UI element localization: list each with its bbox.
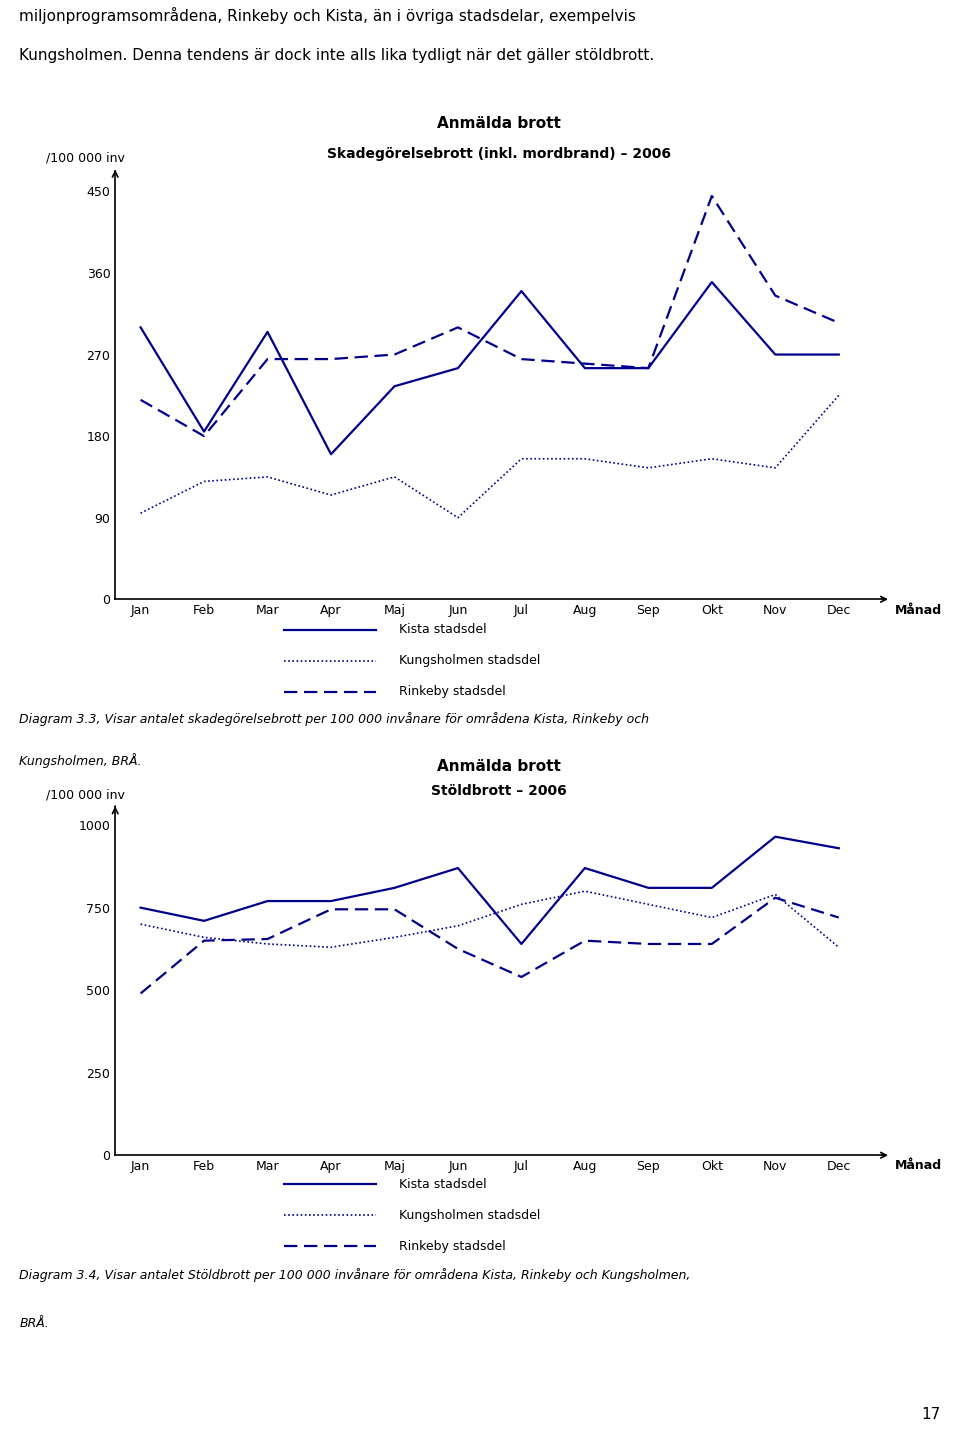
Text: Diagram 3.4, Visar antalet Stöldbrott per 100 000 invånare för områdena Kista, R: Diagram 3.4, Visar antalet Stöldbrott pe… <box>19 1268 690 1282</box>
Text: Anmälda brott: Anmälda brott <box>437 760 562 774</box>
Text: /100 000 inv: /100 000 inv <box>46 788 125 801</box>
Text: Kista stadsdel: Kista stadsdel <box>399 622 487 637</box>
Text: Skadegörelsebrott (inkl. mordbrand) – 2006: Skadegörelsebrott (inkl. mordbrand) – 20… <box>327 146 671 160</box>
Text: 17: 17 <box>922 1406 941 1422</box>
Text: Diagram 3.3, Visar antalet skadegörelsebrott per 100 000 invånare för områdena K: Diagram 3.3, Visar antalet skadegörelseb… <box>19 712 649 726</box>
Text: Månad: Månad <box>895 604 942 617</box>
Text: Kungsholmen stadsdel: Kungsholmen stadsdel <box>399 654 540 667</box>
Text: Stöldbrott – 2006: Stöldbrott – 2006 <box>431 784 567 799</box>
Text: Rinkeby stadsdel: Rinkeby stadsdel <box>399 1240 506 1253</box>
Text: Kista stadsdel: Kista stadsdel <box>399 1177 487 1191</box>
Text: BRÅ.: BRÅ. <box>19 1317 49 1330</box>
Text: /100 000 inv: /100 000 inv <box>46 152 125 165</box>
Text: Rinkeby stadsdel: Rinkeby stadsdel <box>399 686 506 699</box>
Text: Månad: Månad <box>895 1158 942 1171</box>
Text: Kungsholmen, BRÅ.: Kungsholmen, BRÅ. <box>19 754 142 768</box>
Text: Kungsholmen stadsdel: Kungsholmen stadsdel <box>399 1209 540 1222</box>
Text: Kungsholmen. Denna tendens är dock inte alls lika tydligt när det gäller stöldbr: Kungsholmen. Denna tendens är dock inte … <box>19 48 655 62</box>
Text: Anmälda brott: Anmälda brott <box>437 116 562 131</box>
Text: miljonprogramsområdena, Rinkeby och Kista, än i övriga stadsdelar, exempelvis: miljonprogramsområdena, Rinkeby och Kist… <box>19 7 636 25</box>
